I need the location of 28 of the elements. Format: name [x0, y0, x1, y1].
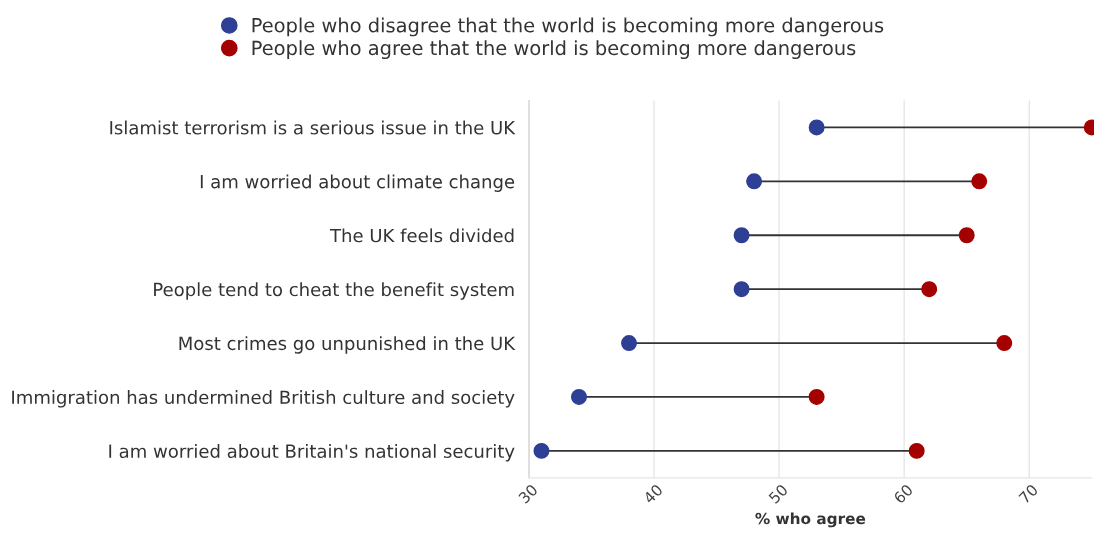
point [733, 281, 750, 298]
point [971, 173, 988, 190]
point [908, 442, 925, 459]
point [621, 335, 637, 352]
legend-label: People who agree that the world is becoming more dangerous [252, 40, 856, 60]
point [808, 388, 825, 405]
x-tick-label: 50 [768, 483, 789, 504]
point [746, 173, 763, 190]
x-axis-title: % who agree [755, 512, 866, 528]
point [733, 227, 750, 244]
point [571, 388, 587, 405]
x-tick-label: 70 [1018, 483, 1039, 504]
x-tick-label: 40 [642, 483, 664, 505]
y-tick-label: Most crimes go unpunished in the UK [179, 336, 516, 354]
y-tick-label: Immigration has undermined British culture and society [12, 390, 515, 408]
point [808, 119, 825, 136]
y-tick-label: I am worried about climate change [200, 174, 515, 192]
x-tick-label: 60 [893, 483, 914, 505]
point [921, 281, 938, 298]
point [533, 442, 550, 459]
y-tick-label: The UK feels divided [329, 228, 514, 243]
y-tick-label: I am worried about Britain's national security [109, 444, 515, 462]
y-tick-label: Islamist terrorism is a serious issue in the UK [110, 120, 516, 135]
x-tick-label: 30 [517, 483, 539, 504]
y-tick-label: People tend to cheat the benefit system [154, 282, 514, 300]
legend-label: People who disagree that the world is becoming more dangerous [252, 17, 884, 37]
point [958, 227, 975, 244]
point [996, 335, 1013, 352]
